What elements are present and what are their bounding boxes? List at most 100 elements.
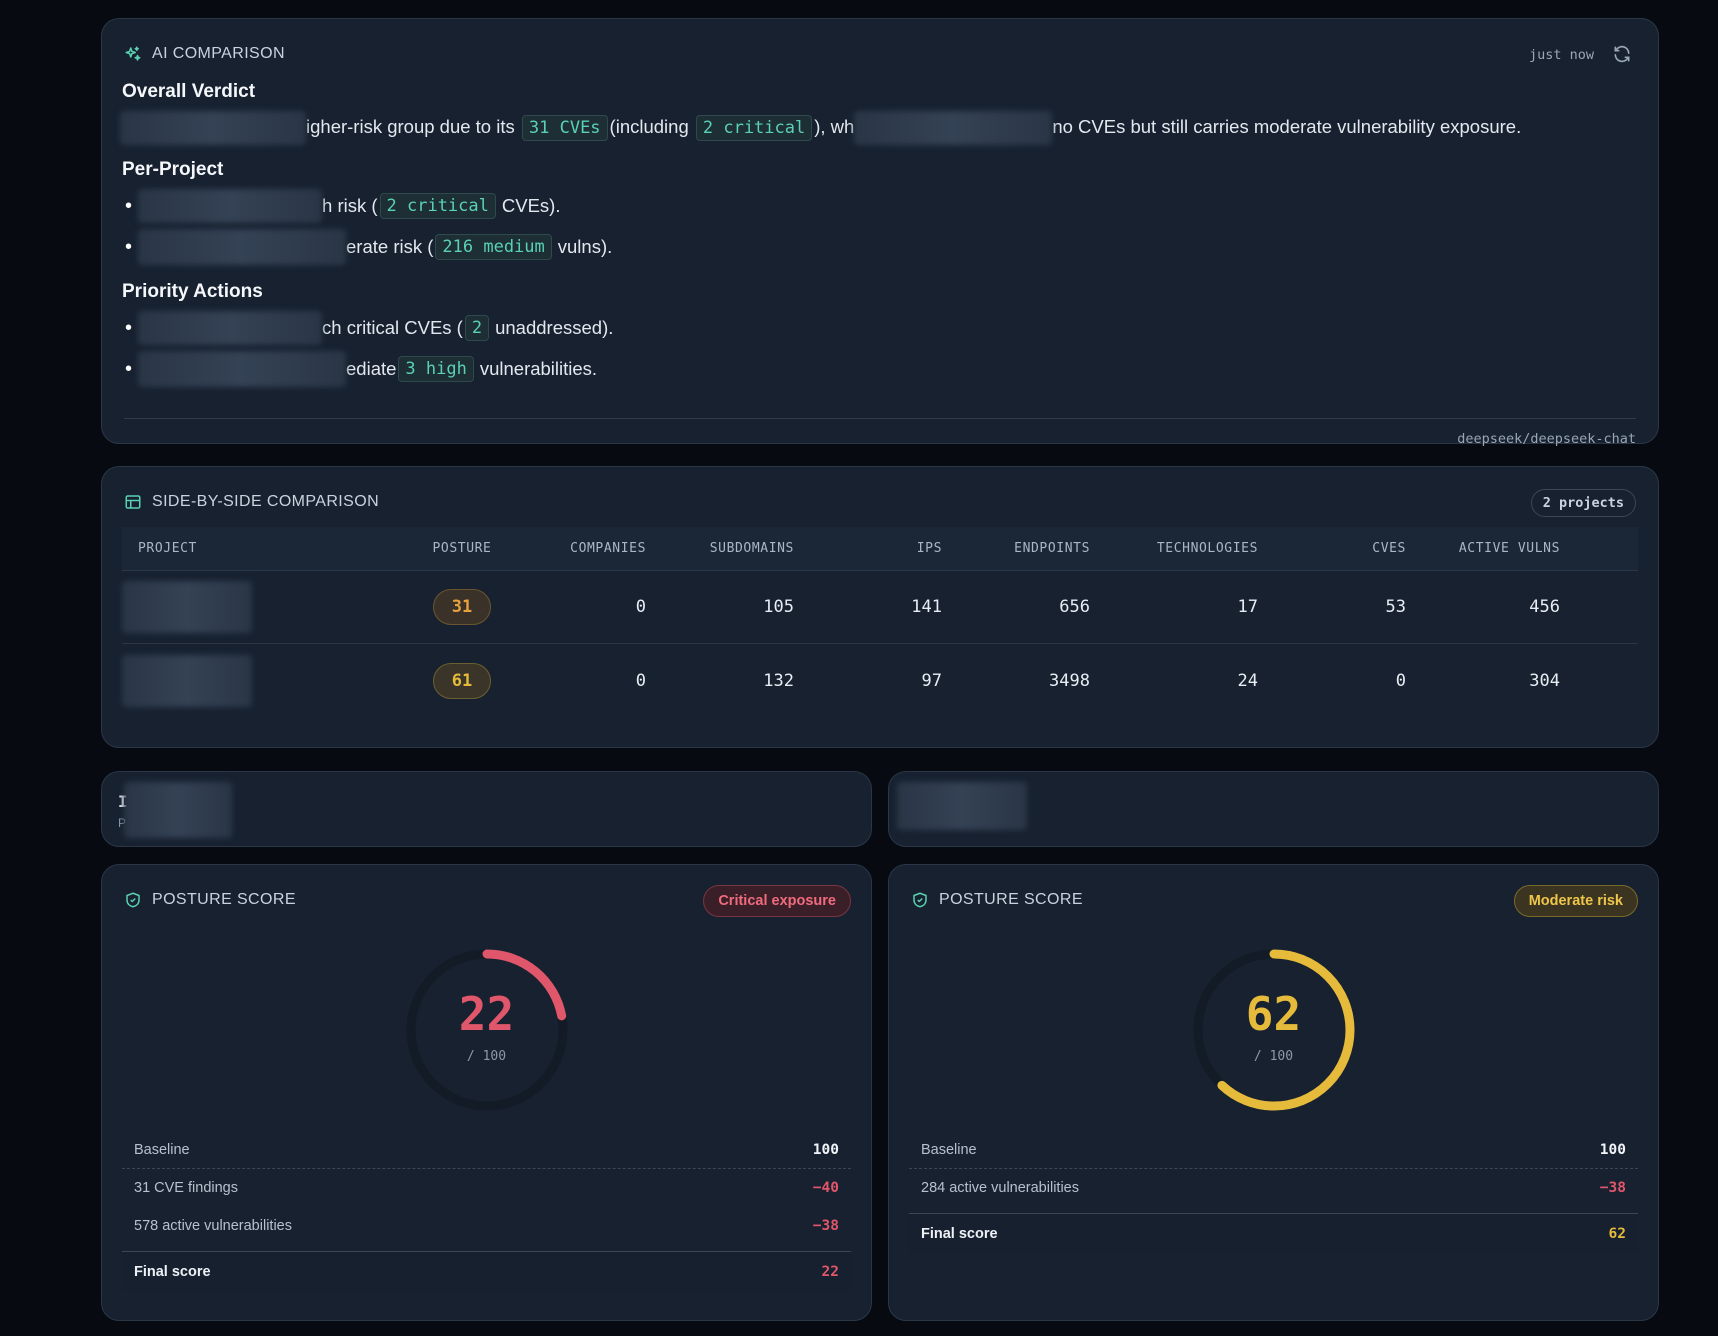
redacted-text (138, 229, 347, 265)
divider (124, 418, 1636, 419)
ai-body: Overall Verdict igher-risk group due to … (120, 81, 1638, 397)
table-row[interactable]: 31 0 105 141 656 17 53 456 (122, 571, 1638, 644)
posture-pill: 31 (433, 589, 491, 625)
col-active-vulns[interactable]: ACTIVE VULNS (1458, 541, 1560, 556)
table-icon (125, 495, 141, 509)
score-value: 62 (1245, 987, 1302, 1041)
posture-card-1: POSTURE SCORE Critical exposure 22 / 100… (101, 864, 872, 1321)
comparison-header: SIDE-BY-SIDE COMPARISON (124, 493, 379, 511)
table-header: PROJECT POSTURE COMPANIES SUBDOMAINS IPS… (122, 527, 1638, 571)
model-label: deepseek/deepseek-chat (1457, 431, 1636, 447)
cell-companies: 0 (635, 597, 646, 617)
breakdown-row: Baseline 100 (909, 1131, 1638, 1169)
breakdown-row: Baseline 100 (122, 1131, 851, 1169)
projects-count-badge: 2 projects (1530, 489, 1636, 517)
shield-check-icon (913, 892, 927, 908)
project-sub-initial: P (118, 816, 127, 830)
breakdown-row: 31 CVE findings −40 (134, 1180, 839, 1196)
redacted-text (138, 311, 323, 345)
posture-header: POSTURE SCORE (911, 891, 1083, 909)
shield-check-icon (126, 892, 140, 908)
cell-companies: 0 (635, 670, 646, 691)
comparison-table: PROJECT POSTURE COMPANIES SUBDOMAINS IPS… (122, 527, 1638, 717)
col-cves[interactable]: CVES (1372, 541, 1406, 556)
refresh-icon (1614, 45, 1630, 63)
redacted-project-name (122, 581, 252, 633)
project-header-card-1: I P (101, 771, 872, 847)
score-breakdown: Baseline 100 31 CVE findings −40 578 activ… (122, 1131, 851, 1291)
score-denominator: / 100 (466, 1049, 507, 1064)
redacted-project-name (122, 654, 252, 707)
cell-active-vulns: 456 (1529, 597, 1560, 617)
verdict-text: igher-risk group due to its 31 CVEs (incl… (120, 111, 1638, 145)
col-posture[interactable]: POSTURE (432, 541, 492, 556)
cell-endpoints: 3498 (1049, 670, 1090, 691)
redacted-text (854, 111, 1053, 145)
code-chip: 2 critical (379, 193, 496, 219)
score-denominator: / 100 (1253, 1049, 1294, 1064)
cell-subdomains: 132 (763, 670, 794, 691)
final-score-row: Final score 62 (909, 1213, 1638, 1253)
posture-pill: 61 (433, 662, 491, 699)
redacted-text (138, 189, 323, 223)
redacted-text (138, 351, 347, 387)
col-project[interactable]: PROJECT (138, 541, 197, 556)
risk-badge: Critical exposure (703, 885, 851, 917)
ai-comparison-card: AI COMPARISON just now Overall Verdict i… (101, 18, 1659, 447)
ai-timestamp: just now (1528, 47, 1594, 63)
code-chip: 3 high (398, 356, 474, 382)
comparison-card: SIDE-BY-SIDE COMPARISON 2 projects PROJE… (101, 466, 1659, 748)
risk-badge: Moderate risk (1513, 885, 1638, 917)
redacted-project-name (897, 782, 1027, 830)
sparkles-icon (125, 46, 141, 61)
code-chip: 2 (464, 315, 490, 341)
final-score-row: Final score 22 (122, 1251, 851, 1291)
cell-ips: 97 (921, 670, 942, 691)
cell-technologies: 17 (1237, 597, 1258, 617)
ai-comparison-header: AI COMPARISON (124, 45, 285, 63)
priority-heading: Priority Actions (122, 281, 263, 302)
cell-cves: 0 (1395, 670, 1406, 691)
code-chip: 31 CVEs (521, 114, 608, 141)
posture-title: POSTURE SCORE (152, 891, 296, 908)
cell-cves: 53 (1385, 597, 1406, 617)
redacted-project-name (124, 782, 232, 838)
priority-section: Priority Actions ch critical CVEs (2unad… (122, 281, 1638, 387)
refresh-button[interactable] (1612, 44, 1632, 64)
breakdown-row: 578 active vulnerabilities −38 (134, 1218, 839, 1234)
col-subdomains[interactable]: SUBDOMAINS (709, 541, 794, 556)
posture-title: POSTURE SCORE (939, 891, 1083, 908)
posture-header: POSTURE SCORE (124, 891, 296, 909)
posture-gauge: 62 / 100 (1191, 947, 1357, 1113)
posture-gauge: 22 / 100 (404, 947, 570, 1113)
cell-active-vulns: 304 (1529, 670, 1560, 691)
code-chip: 216 medium (435, 234, 552, 260)
breakdown-row: 284 active vulnerabilities −38 (921, 1180, 1626, 1196)
posture-card-2: POSTURE SCORE Moderate risk 62 / 100 Bas… (888, 864, 1659, 1321)
gauge-arc (1193, 949, 1354, 1111)
per-project-heading: Per-Project (122, 159, 224, 180)
col-technologies[interactable]: TECHNOLOGIES (1156, 541, 1258, 556)
gauge-arc (406, 949, 567, 1111)
project-initial: I (118, 792, 128, 811)
code-chip: 2 critical (695, 114, 813, 141)
col-endpoints[interactable]: ENDPOINTS (1014, 541, 1090, 556)
cell-ips: 141 (911, 597, 942, 617)
verdict-section: Overall Verdict igher-risk group due to … (120, 81, 1638, 145)
table-row[interactable]: 61 0 132 97 3498 24 0 304 (122, 644, 1638, 717)
cell-technologies: 24 (1237, 670, 1258, 691)
verdict-heading: Overall Verdict (122, 81, 256, 102)
cell-endpoints: 656 (1059, 597, 1090, 617)
col-companies[interactable]: COMPANIES (570, 541, 646, 556)
redacted-text (120, 111, 306, 145)
score-breakdown: Baseline 100 284 active vulnerabilities −3… (909, 1131, 1638, 1253)
col-ips[interactable]: IPS (916, 541, 942, 556)
score-value: 22 (458, 987, 515, 1041)
project-header-card-2 (888, 771, 1659, 847)
comparison-title: SIDE-BY-SIDE COMPARISON (152, 493, 380, 510)
